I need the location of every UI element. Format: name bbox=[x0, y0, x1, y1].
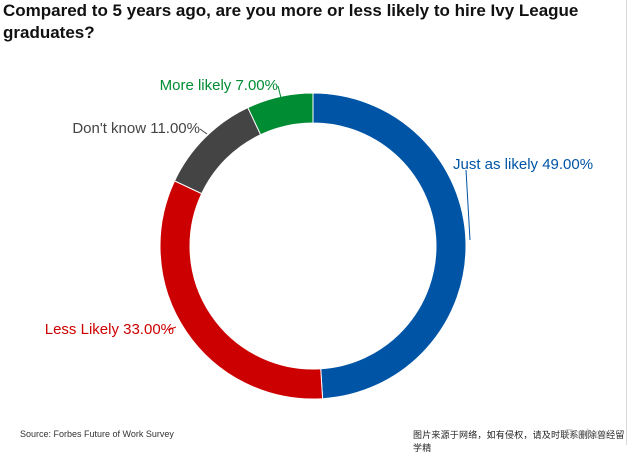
leader-line bbox=[465, 169, 471, 241]
label-leaders bbox=[167, 85, 471, 331]
donut-slice-more-likely bbox=[247, 92, 314, 136]
slice-label-don-t-know: Don't know 11.00% bbox=[72, 120, 200, 137]
slice-label-more-likely: More likely 7.00% bbox=[160, 77, 278, 94]
donut-slice-just-as-likely bbox=[312, 92, 467, 400]
donut-slice-less-likely bbox=[159, 180, 324, 400]
donut-slices bbox=[159, 92, 467, 400]
source-note: Source: Forbes Future of Work Survey bbox=[20, 429, 174, 439]
chart-title: Compared to 5 years ago, are you more or… bbox=[3, 1, 579, 42]
chart-frame bbox=[626, 0, 627, 445]
slice-label-just-as-likely: Just as likely 49.00% bbox=[453, 156, 593, 173]
slice-label-less-likely: Less Likely 33.00% bbox=[45, 321, 174, 338]
leader-line bbox=[167, 326, 177, 331]
leader-line bbox=[277, 85, 282, 99]
leader-line bbox=[199, 128, 208, 135]
watermark-logo: Forbes bbox=[565, 426, 609, 441]
slice-labels: Just as likely 49.00% Less Likely 33.00% D… bbox=[45, 77, 593, 338]
